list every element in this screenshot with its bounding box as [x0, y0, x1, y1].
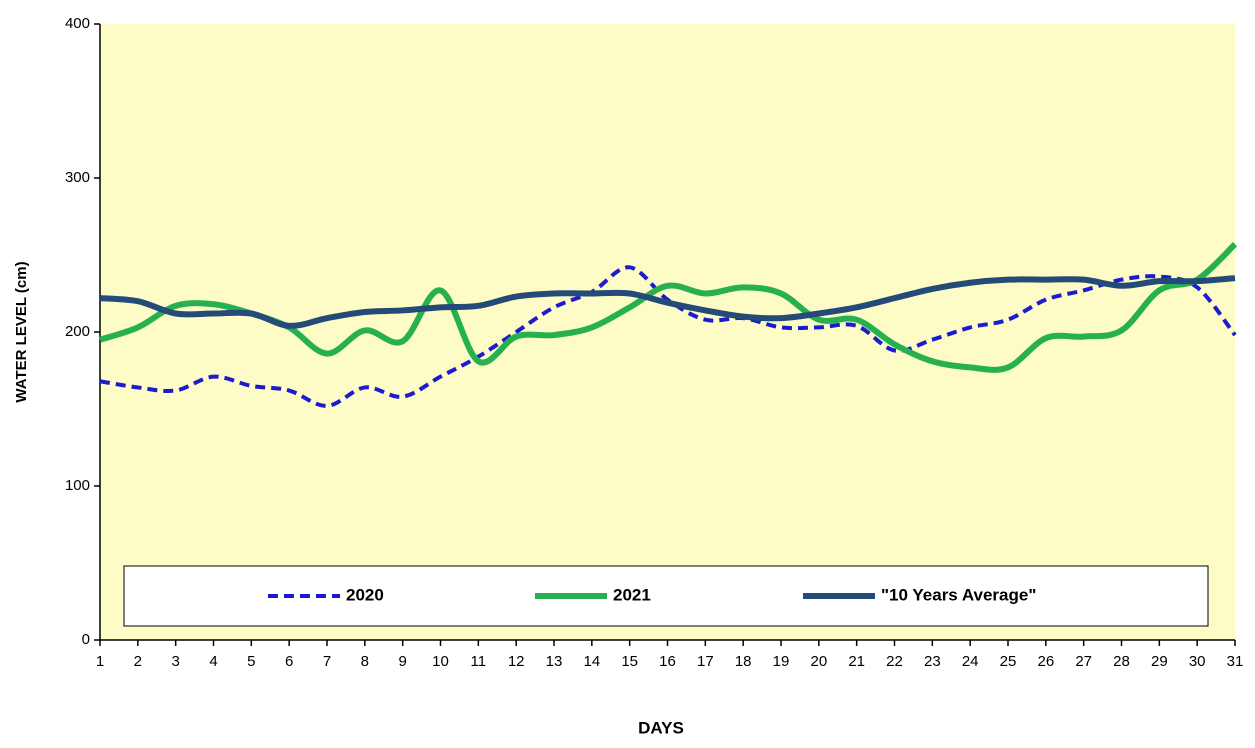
x-tick-label: 24	[962, 653, 979, 670]
x-tick-label: 25	[1000, 653, 1017, 670]
x-tick-label: 9	[398, 653, 406, 670]
x-tick-label: 14	[583, 653, 600, 670]
y-tick-label: 100	[65, 477, 90, 494]
x-tick-label: 29	[1151, 653, 1168, 670]
plot-area	[100, 24, 1235, 640]
x-tick-label: 4	[209, 653, 217, 670]
x-tick-label: 18	[735, 653, 752, 670]
x-tick-label: 6	[285, 653, 293, 670]
y-tick-label: 300	[65, 169, 90, 186]
y-tick-label: 400	[65, 15, 90, 32]
y-tick-label: 0	[82, 631, 90, 648]
x-tick-label: 21	[848, 653, 865, 670]
x-tick-label: 3	[171, 653, 179, 670]
x-tick-label: 10	[432, 653, 449, 670]
x-tick-label: 30	[1189, 653, 1206, 670]
x-tick-label: 11	[471, 653, 487, 670]
x-tick-label: 16	[659, 653, 676, 670]
x-tick-label: 19	[773, 653, 790, 670]
x-tick-label: 20	[810, 653, 827, 670]
legend-label: 2021	[613, 585, 651, 604]
x-tick-label: 27	[1075, 653, 1092, 670]
legend-label: 2020	[346, 585, 384, 604]
legend-label: "10 Years Average"	[881, 585, 1036, 604]
x-tick-label: 8	[361, 653, 369, 670]
x-tick-label: 7	[323, 653, 331, 670]
x-tick-label: 5	[247, 653, 255, 670]
x-tick-label: 31	[1227, 653, 1244, 670]
line-series	[99, 265, 1237, 408]
x-tick-label: 12	[508, 653, 525, 670]
x-tick-label: 2	[134, 653, 142, 670]
x-axis-label: DAYS	[638, 718, 684, 737]
x-tick-label: 28	[1113, 653, 1130, 670]
x-tick-label: 17	[697, 653, 714, 670]
x-tick-label: 23	[924, 653, 941, 670]
y-tick-label: 200	[65, 323, 90, 340]
x-tick-label: 26	[1037, 653, 1054, 670]
legend-box	[123, 565, 1209, 627]
x-tick-label: 1	[96, 653, 104, 670]
line-series	[99, 275, 1236, 329]
x-tick-label: 13	[546, 653, 563, 670]
y-axis-label: WATER LEVEL (cm)	[13, 261, 30, 402]
x-tick-label: 15	[621, 653, 638, 670]
x-tick-label: 22	[886, 653, 903, 670]
